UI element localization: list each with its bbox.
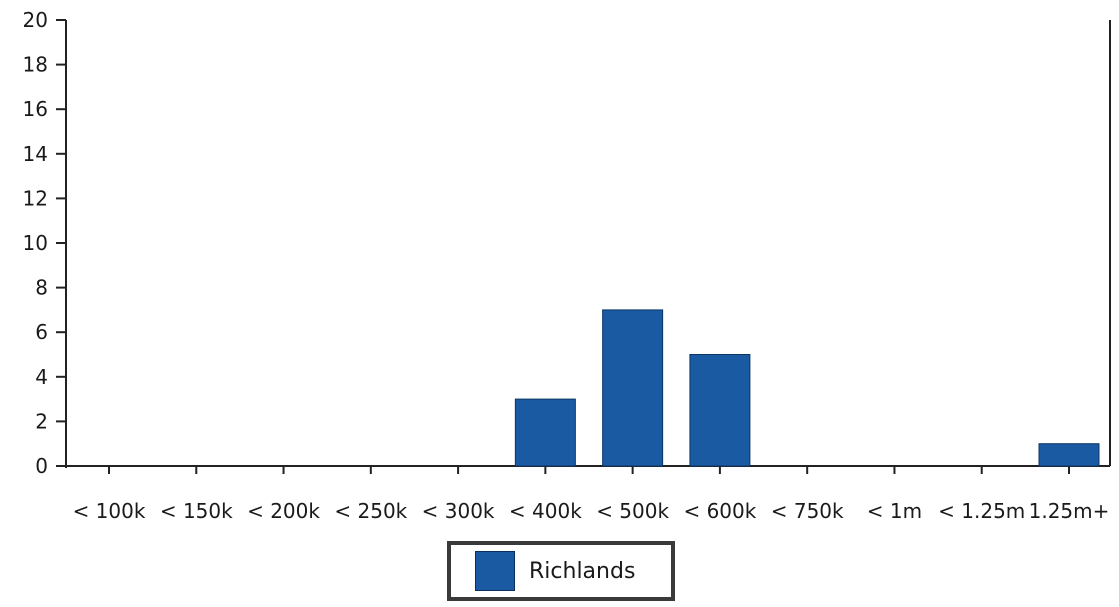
y-tick-label: 0 — [35, 454, 48, 478]
x-tick-label: < 150k — [160, 499, 233, 523]
bar — [514, 398, 576, 467]
x-tick-label: < 100k — [73, 499, 146, 523]
y-tick-label: 14 — [23, 142, 48, 166]
bar — [602, 309, 664, 467]
y-tick-label: 6 — [35, 320, 48, 344]
bar — [689, 354, 751, 467]
y-tick-label: 18 — [23, 53, 48, 77]
y-tick-label: 8 — [35, 276, 48, 300]
x-tick-label: < 300k — [422, 499, 495, 523]
x-tick-label: < 1.25m — [938, 499, 1025, 523]
y-tick-label: 2 — [35, 409, 48, 433]
x-tick-label: < 600k — [683, 499, 756, 523]
bars — [514, 309, 1100, 467]
x-tick-label: < 750k — [771, 499, 844, 523]
legend-label-richlands: Richlands — [529, 558, 636, 584]
x-axis: < 100k < 150k < 200k < 250k < 300k < 400k < 50… — [66, 465, 1110, 523]
bar-chart: 0 2 4 6 8 10 12 14 16 18 20 < 100k < 150k < 200k < 25… — [23, 8, 1111, 523]
x-tick-label: < 250k — [334, 499, 407, 523]
x-tick-label: < 200k — [247, 499, 320, 523]
x-tick-label: < 1m — [867, 499, 922, 523]
x-tick-label: < 400k — [509, 499, 582, 523]
y-tick-label: 12 — [23, 186, 48, 210]
x-tick-label: < 500k — [596, 499, 669, 523]
y-axis: 0 2 4 6 8 10 12 14 16 18 20 — [23, 8, 1111, 478]
legend-swatch — [475, 551, 515, 591]
bar — [1038, 443, 1100, 467]
x-tick-label: 1.25m+ — [1029, 499, 1110, 523]
y-tick-label: 16 — [23, 97, 48, 121]
legend: Richlands — [447, 541, 675, 601]
y-tick-label: 4 — [35, 365, 48, 389]
y-tick-label: 10 — [23, 231, 48, 255]
y-tick-label: 20 — [23, 8, 48, 32]
